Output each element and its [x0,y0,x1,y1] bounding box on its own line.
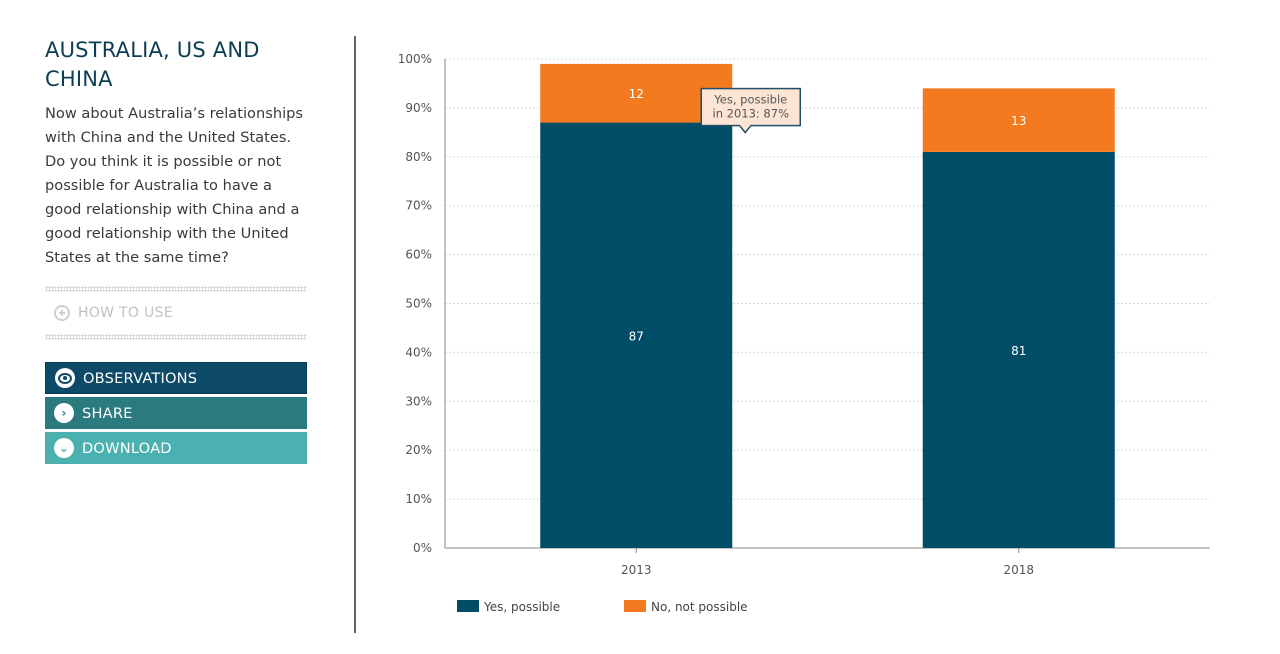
share-label: SHARE [82,404,133,422]
title-line-1: AUSTRALIA, US AND [45,38,260,62]
title-line-2: CHINA [45,67,113,91]
how-to-use-toggle[interactable]: HOW TO USE [45,292,307,334]
tooltip-pointer [738,124,752,134]
plus-circle-icon [54,305,70,321]
bar-value-label: 87 [629,329,644,343]
page-title: AUSTRALIA, US AND CHINA [45,36,307,94]
download-label: DOWNLOAD [82,439,172,457]
y-tick-label: 80% [405,150,432,164]
bar-value-label: 12 [629,87,644,101]
bar-yes-2013[interactable] [540,122,733,548]
tooltip-line-1: Yes, possible [713,93,787,107]
y-tick-label: 30% [405,394,432,408]
vertical-divider [354,36,356,633]
chevron-down-icon: ⌄ [54,438,74,458]
y-tick-label: 70% [405,199,432,213]
bar-no-2013[interactable] [540,63,733,123]
share-button[interactable]: › SHARE [45,397,307,429]
x-tick-label: 2018 [1003,563,1034,577]
sidebar: AUSTRALIA, US AND CHINA Now about Austra… [45,36,307,464]
dotted-divider-bottom [45,334,307,340]
bar-value-label: 81 [1011,344,1026,358]
legend-label: No, not possible [651,600,748,614]
dotted-divider-top [45,286,307,292]
survey-question: Now about Australia’s relationships with… [45,105,303,266]
y-tick-label: 50% [405,297,432,311]
y-tick-label: 40% [405,345,432,359]
legend-label: Yes, possible [483,600,560,614]
y-tick-label: 100% [398,52,432,66]
tooltip-line-2: in 2013: 87% [713,107,790,121]
legend-swatch [624,600,646,612]
x-tick-label: 2013 [621,563,652,577]
y-tick-label: 90% [405,101,432,115]
chevron-right-icon: › [54,403,74,423]
tooltip-box [700,87,801,127]
bar-yes-2018[interactable] [922,151,1115,548]
observations-label: OBSERVATIONS [83,369,198,387]
download-button[interactable]: ⌄ DOWNLOAD [45,432,307,464]
how-to-use-label: HOW TO USE [78,305,173,321]
y-tick-label: 10% [405,492,432,506]
y-tick-label: 20% [405,443,432,457]
observations-button[interactable]: OBSERVATIONS [45,362,307,394]
y-tick-label: 60% [405,248,432,262]
bar-no-2018[interactable] [922,88,1115,152]
legend-swatch [457,600,479,612]
bar-value-label: 13 [1011,114,1026,128]
y-tick-label: 0% [413,541,432,555]
eye-icon [55,368,75,388]
stacked-bar-chart: 0% 10% 20% 30% 40% 50% 60% 70% 80% 90% 100% 87 12 201… [398,52,1210,614]
